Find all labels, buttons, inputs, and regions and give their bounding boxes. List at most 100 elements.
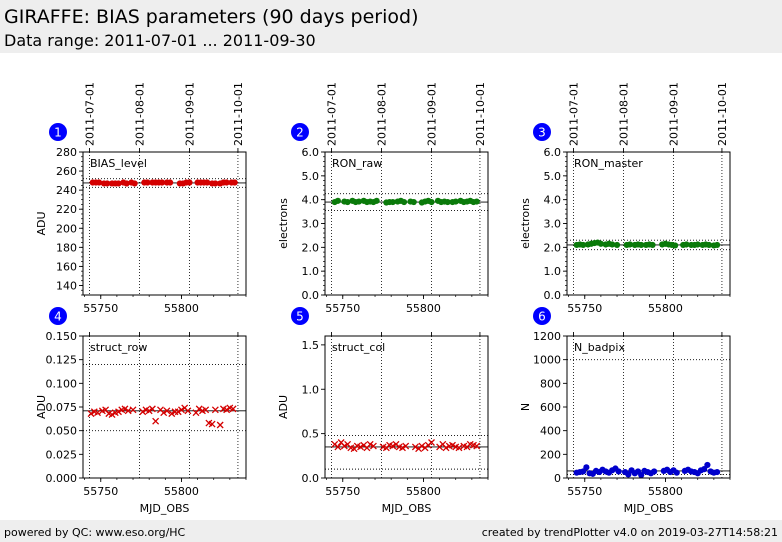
- y-tick-label: 3.0: [544, 218, 562, 231]
- y-axis-label: electrons: [519, 198, 532, 249]
- data-range: Data range: 2011-07-01 ... 2011-09-30: [4, 31, 316, 50]
- x-tick-label: 55800: [164, 485, 199, 498]
- y-axis-label: N: [519, 403, 532, 411]
- report-header: GIRAFFE: BIAS parameters (90 days period…: [0, 0, 782, 53]
- date-tick-label: 2011-09-01: [184, 82, 197, 146]
- data-point: [649, 241, 656, 249]
- y-tick-label: 4.0: [544, 194, 562, 207]
- data-point: [713, 241, 721, 249]
- panel-number-badge: [291, 307, 309, 325]
- data-point: [344, 198, 351, 206]
- panel-5: 0.0 0.5 1.0 1.5 55750 55800 struct_col ADU MJD_O…: [277, 307, 489, 515]
- x-tick-label: 55800: [406, 302, 441, 315]
- plot-frame: [324, 151, 489, 296]
- x-tick-label: 55750: [567, 302, 602, 315]
- plot-frame: [566, 335, 731, 479]
- data-point: [163, 407, 171, 415]
- data-point: [139, 408, 147, 416]
- data-point: [96, 179, 103, 186]
- date-tick-label: 2011-07-01: [83, 82, 96, 146]
- panel-label: RON_raw: [332, 157, 382, 170]
- y-tick-label: 1.0: [302, 383, 320, 396]
- data-point: [123, 180, 130, 187]
- panel-number-badge: [533, 123, 551, 141]
- x-tick-label: 55750: [325, 485, 360, 498]
- y-tick-label: 160: [56, 260, 77, 273]
- date-tick-label: 2011-08-01: [133, 82, 146, 146]
- y-tick-label: 200: [540, 448, 561, 461]
- y-tick-label: 5.0: [302, 170, 320, 183]
- data-point: [583, 464, 590, 471]
- y-tick-label: 6.0: [544, 146, 562, 159]
- panel-4: 0.000 0.025 0.050 0.075 0.100 0.125 0.150 55750…: [35, 307, 247, 515]
- y-tick-label: 2.0: [302, 241, 320, 254]
- x-tick-label: 55800: [406, 485, 441, 498]
- data-point: [186, 179, 193, 186]
- data-point: [411, 443, 419, 451]
- data-point: [94, 409, 101, 417]
- data-point: [195, 405, 203, 413]
- panel-label: RON_master: [574, 157, 643, 170]
- x-axis-label: MJD_OBS: [624, 502, 674, 515]
- x-tick-label: 55800: [164, 302, 199, 315]
- x-axis-label: MJD_OBS: [382, 502, 432, 515]
- data-point: [231, 179, 238, 186]
- y-tick-label: 200: [56, 222, 77, 235]
- y-tick-label: 6.0: [302, 146, 320, 159]
- page-title: GIRAFFE: BIAS parameters (90 days period…: [4, 6, 419, 28]
- data-point: [673, 469, 680, 476]
- data-point: [212, 180, 219, 187]
- x-tick-label: 55800: [648, 485, 683, 498]
- y-tick-label: 220: [56, 203, 77, 216]
- data-point: [428, 198, 435, 206]
- panel-number-badge: [533, 307, 551, 325]
- date-tick-label: 2011-08-01: [375, 82, 388, 146]
- data-point: [355, 198, 362, 205]
- panel-number: 2: [296, 126, 304, 140]
- y-tick-label: 0.5: [302, 428, 320, 441]
- y-tick-label: 4.0: [302, 194, 320, 207]
- panel-6: 0 200 400 600 800 1000 1200 55750 55800 N_badpix N…: [519, 307, 731, 515]
- data-point: [444, 198, 451, 206]
- panel-number-badge: [49, 307, 67, 325]
- data-point: [148, 405, 156, 413]
- data-point: [144, 179, 151, 186]
- data-point: [442, 444, 450, 452]
- data-point: [208, 420, 216, 428]
- data-point: [87, 410, 95, 418]
- panel-number: 6: [538, 310, 546, 324]
- date-tick-label: 2011-07-01: [325, 82, 338, 146]
- data-point: [158, 179, 166, 186]
- panel-number: 3: [538, 126, 546, 140]
- plot-frame: [324, 335, 489, 479]
- data-point: [651, 468, 658, 475]
- x-tick-label: 55800: [648, 302, 683, 315]
- y-tick-label: 0.100: [46, 377, 78, 390]
- y-tick-label: 280: [56, 146, 77, 159]
- y-tick-label: 180: [56, 241, 77, 254]
- data-point: [389, 442, 397, 450]
- data-point: [455, 444, 463, 452]
- y-tick-label: 600: [540, 401, 561, 414]
- data-point: [373, 197, 380, 204]
- y-tick-label: 5.0: [544, 170, 562, 183]
- data-point: [184, 407, 192, 415]
- data-point: [389, 198, 396, 206]
- y-axis-label: ADU: [35, 211, 48, 235]
- data-point: [473, 442, 481, 450]
- footer-generator: created by trendPlotter v4.0 on 2019-03-…: [481, 526, 778, 539]
- panel-number: 1: [54, 126, 62, 140]
- plot-frame: [566, 151, 731, 296]
- data-point: [152, 417, 160, 425]
- data-point: [202, 406, 210, 414]
- y-tick-label: 260: [56, 165, 77, 178]
- data-point: [177, 406, 185, 414]
- date-tick-label: 2011-09-01: [668, 82, 681, 146]
- y-tick-label: 2.0: [544, 241, 562, 254]
- data-point: [108, 411, 116, 419]
- date-tick-label: 2011-09-01: [426, 82, 439, 146]
- y-tick-label: 0.0: [544, 289, 562, 302]
- footer-credit: powered by QC: www.eso.org/HC: [4, 526, 186, 539]
- data-point: [683, 241, 690, 248]
- data-point: [334, 443, 342, 451]
